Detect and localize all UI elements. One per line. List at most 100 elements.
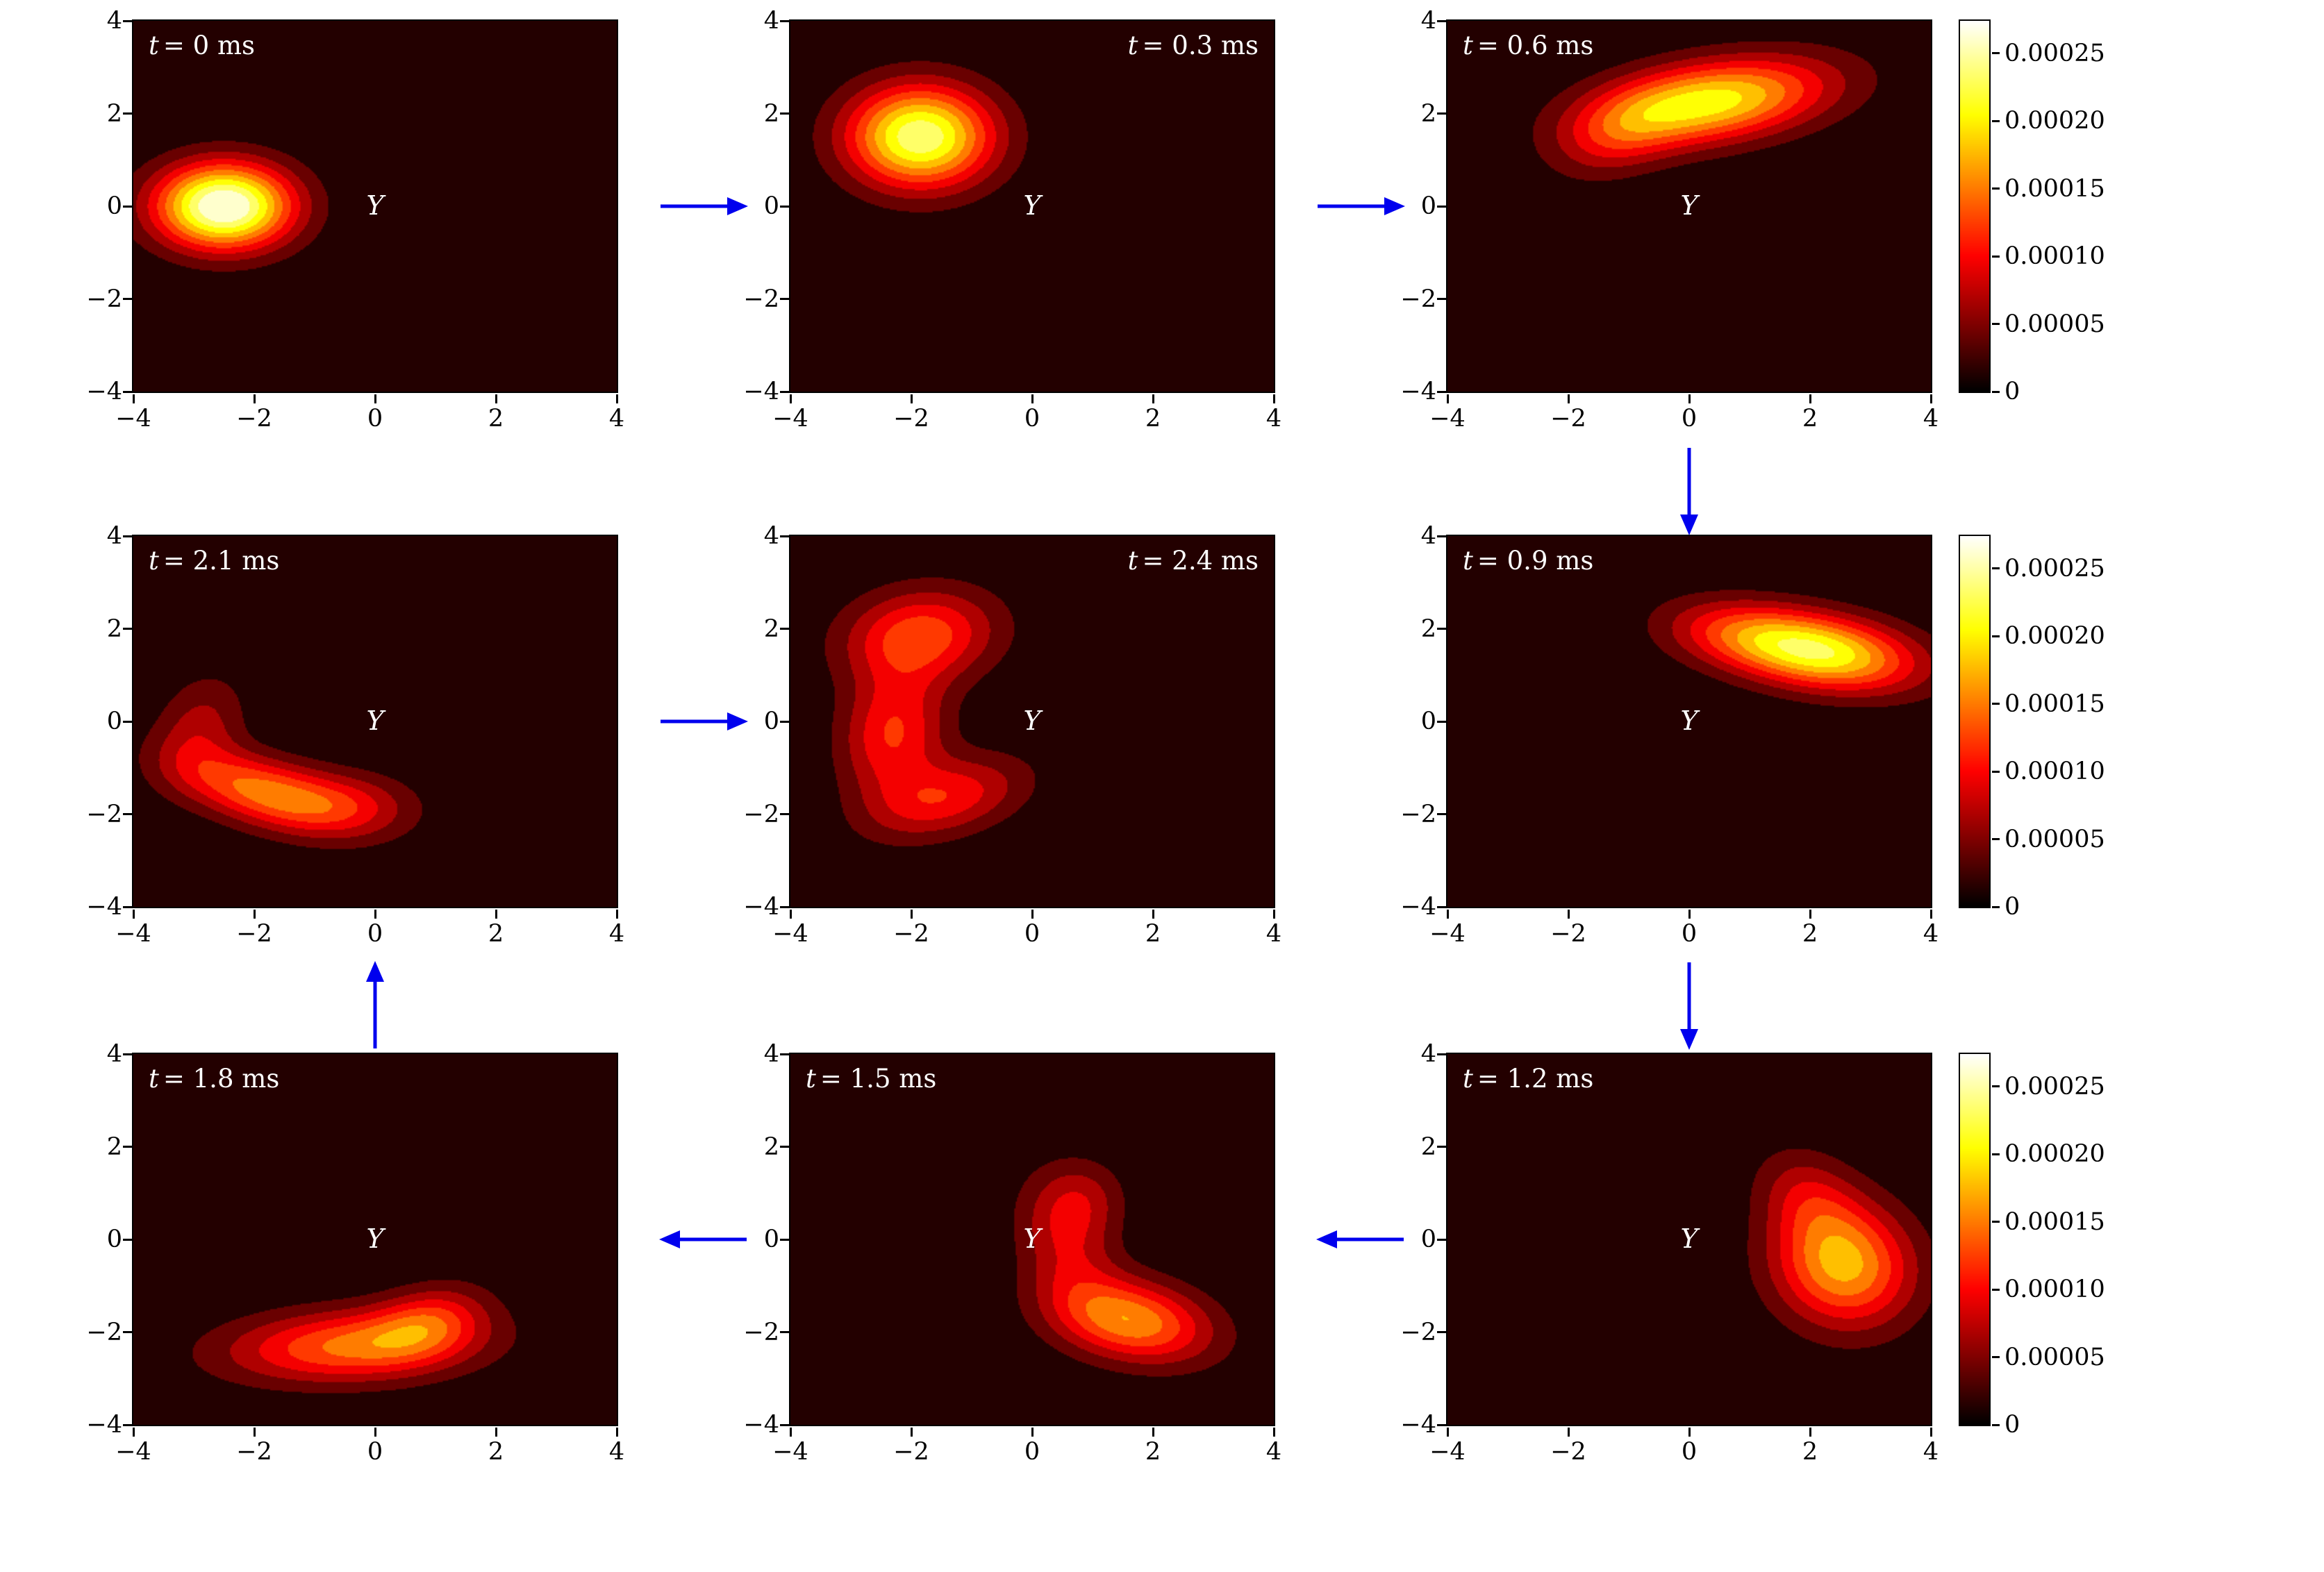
x-axis-tick [1809,910,1811,919]
y-axis-tick-label: −2 [1400,1318,1436,1346]
x-axis-tick-label: −4 [1429,920,1466,948]
x-axis-tick-label: −4 [115,1438,151,1466]
colorbar-tick-label: 0.00010 [2005,1276,2105,1304]
colorbar: 0 0.00005 0.00010 0.00015 0.00020 0.00025 [1959,1053,2105,1437]
contour-panel: t = 0.9 ms Y −4 −4 −2 −2 0 0 2 2 4 4 [1400,524,1939,946]
x-axis-tick [789,1428,792,1437]
x-axis-tick-label: 0 [1681,1438,1698,1466]
colorbar-tick [1992,1288,2000,1291]
time-variable: t [1127,546,1138,576]
x-axis-tick-label: −4 [772,1438,808,1466]
x-axis-tick-label: 2 [1802,1438,1818,1466]
x-axis-tick-label: 2 [488,920,504,948]
time-value: = 1.8 ms [163,1064,280,1094]
time-variable: t [1463,31,1473,60]
y-axis-tick-label: −2 [1400,285,1436,313]
density-heatmap-canvas [1447,1054,1931,1425]
colorbar-tick [1992,1221,2000,1223]
x-axis-tick-label: 4 [608,920,625,948]
flow-arrow-down [1680,962,1698,1050]
y-axis-tick-label: −2 [86,1318,122,1346]
x-axis-tick [1567,910,1570,919]
x-axis-tick [132,1428,135,1437]
colorbar-tick-label: 0.00010 [2005,242,2105,271]
x-axis-tick-label: 0 [1681,920,1698,948]
y-axis-tick [1437,628,1446,630]
contour-panel: t = 2.4 ms Y −4 −4 −2 −2 0 0 2 2 4 4 [743,524,1281,946]
y-axis-tick [123,905,132,908]
contour-panel: t = 0 ms Y −4 −4 −2 −2 0 0 2 2 4 4 [86,9,624,431]
y-axis-tick [780,1053,789,1055]
y-axis-tick-label: −2 [86,800,122,828]
time-value: = 0 ms [163,31,256,60]
y-axis-tick-label: 0 [763,1226,779,1253]
y-axis-tick [780,628,789,630]
y-axis-tick [780,1423,789,1426]
x-axis-tick-label: 2 [1802,920,1818,948]
colorbar-tick-label: 0.00020 [2005,1140,2105,1169]
colorbar-tick-label: 0.00005 [2005,310,2105,338]
x-axis-tick [374,910,376,919]
y-axis-tick-label: 0 [106,708,122,735]
y-axis-tick-label: −4 [1400,893,1436,921]
time-variable: t [806,1064,816,1094]
x-axis-tick [1031,394,1034,403]
time-variable: t [149,546,159,576]
x-axis-tick [495,910,497,919]
x-axis-tick-label: −2 [1550,920,1586,948]
colorbar-gradient-canvas [1960,21,1989,392]
y-axis-tick [780,720,789,723]
y-axis-tick-label: 2 [763,1132,779,1161]
y-axis-tick-label: 4 [763,522,779,550]
y-axis-tick-label: −4 [1400,378,1436,405]
x-axis-tick-label: 0 [367,1438,383,1466]
colorbar-tick-label: 0.00020 [2005,107,2105,135]
x-axis-tick [253,394,256,403]
time-label: t = 1.2 ms [1463,1064,1593,1094]
y-axis-tick [1437,205,1446,208]
time-value: = 0.9 ms [1477,546,1594,576]
y-axis-tick-label: 4 [763,7,779,35]
x-axis-tick-label: −4 [772,920,808,948]
x-axis-tick [132,394,135,403]
y-axis-tick-label: −2 [743,1318,779,1346]
x-axis-tick [910,394,913,403]
x-axis-tick-label: 0 [1024,405,1040,433]
x-axis-tick [910,910,913,919]
x-axis-tick [1152,1428,1154,1437]
colorbar: 0 0.00005 0.00010 0.00015 0.00020 0.00025 [1959,535,2105,919]
y-axis-tick-label: −4 [86,1411,122,1439]
y-axis-tick-label: 0 [1420,1226,1436,1253]
y-axis-tick [780,205,789,208]
x-axis-tick-label: −4 [115,405,151,433]
x-axis-tick [1446,1428,1449,1437]
flow-arrow-right [661,197,748,215]
time-label: t = 0.6 ms [1463,31,1593,60]
density-heatmap-canvas [790,1054,1274,1425]
colorbar-tick [1992,905,2000,908]
y-axis-tick-label: −2 [86,285,122,313]
colorbar-tick [1992,323,2000,326]
time-value: = 0.3 ms [1142,31,1259,60]
y-axis-tick-label: 2 [106,1132,122,1161]
y-axis-tick-label: −4 [743,1411,779,1439]
y-axis-tick [123,390,132,393]
colorbar-tick [1992,187,2000,190]
time-label: t = 0.3 ms [1128,31,1259,60]
y-axis-tick-label: −2 [743,285,779,313]
density-heatmap-canvas [1447,536,1931,907]
y-axis-tick [1437,390,1446,393]
x-axis-tick [1031,910,1034,919]
colorbar-tick [1992,52,2000,55]
colorbar-tick-label: 0 [2005,893,2020,921]
y-axis-tick [1437,19,1446,22]
density-heatmap-canvas [1447,21,1931,392]
x-axis-tick-label: 2 [1145,1438,1161,1466]
x-axis-tick-label: −2 [1550,1438,1586,1466]
x-axis-tick-label: −2 [236,405,272,433]
x-axis-tick [495,1428,497,1437]
y-axis-tick [780,298,789,300]
y-state-label: Y [366,1223,384,1255]
x-axis-tick [1688,910,1691,919]
colorbar-gradient-canvas [1960,1054,1989,1425]
